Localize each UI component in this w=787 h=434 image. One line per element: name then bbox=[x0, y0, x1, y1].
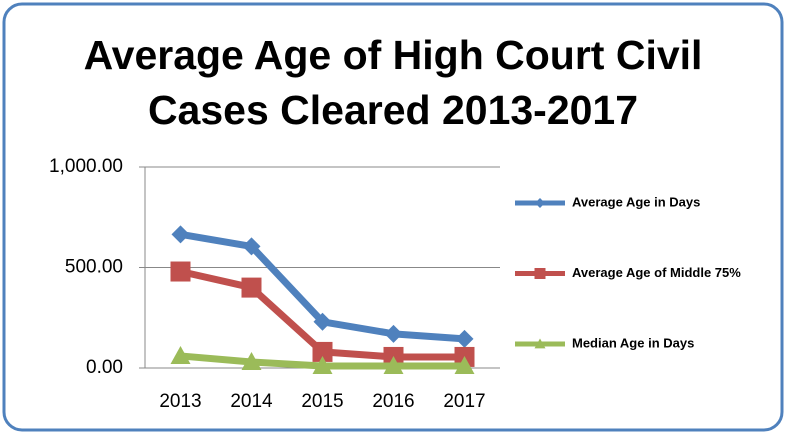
x-tick-label: 2017 bbox=[443, 391, 485, 412]
data-point bbox=[312, 341, 333, 362]
data-point bbox=[455, 329, 474, 348]
chart-title: Average Age of High Court Civil Cases Cl… bbox=[83, 32, 703, 133]
data-point bbox=[241, 351, 262, 370]
legend-marker bbox=[535, 198, 545, 208]
legend-label: Average Age of Middle 75% bbox=[572, 265, 741, 280]
legend-label: Average Age in Days bbox=[572, 194, 700, 209]
data-point bbox=[171, 225, 190, 244]
legend-marker bbox=[534, 268, 546, 279]
data-point bbox=[170, 345, 191, 364]
x-tick-label: 2014 bbox=[230, 391, 273, 412]
data-point bbox=[241, 277, 262, 298]
y-tick-label: 0.00 bbox=[86, 357, 123, 378]
data-point bbox=[383, 355, 404, 374]
data-point bbox=[312, 355, 333, 374]
data-point bbox=[242, 237, 261, 256]
data-point bbox=[170, 261, 191, 282]
data-point bbox=[454, 355, 475, 374]
x-tick-label: 2016 bbox=[372, 391, 414, 412]
y-tick-label: 1,000.00 bbox=[49, 156, 123, 177]
legend-label: Median Age in Days bbox=[572, 335, 694, 350]
data-point bbox=[313, 312, 332, 331]
legend-marker bbox=[534, 338, 546, 349]
y-tick-label: 500.00 bbox=[65, 257, 123, 278]
x-tick-label: 2015 bbox=[301, 391, 343, 412]
x-tick-label: 2013 bbox=[159, 391, 201, 412]
data-point bbox=[384, 324, 403, 343]
